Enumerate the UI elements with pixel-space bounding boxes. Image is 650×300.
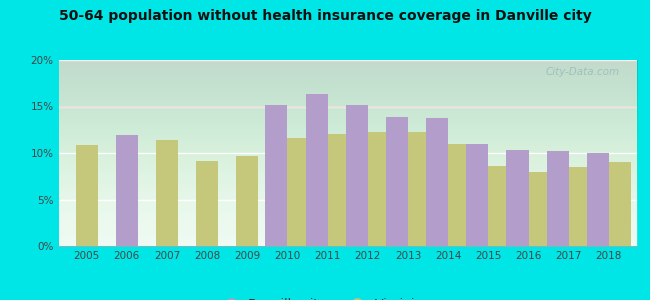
Bar (196, 161, 218, 246)
Bar (408, 132, 430, 246)
Text: 50-64 population without health insurance coverage in Danville city: 50-64 population without health insuranc… (58, 9, 592, 23)
Bar (156, 140, 178, 246)
Bar (75, 145, 98, 246)
Bar (265, 105, 287, 246)
Bar (328, 134, 350, 246)
Bar (569, 167, 591, 246)
Bar (488, 166, 510, 246)
Text: City-Data.com: City-Data.com (545, 68, 619, 77)
Bar (306, 94, 328, 246)
Bar (609, 162, 631, 246)
Bar (236, 156, 258, 246)
Bar (287, 138, 309, 246)
Bar (547, 151, 569, 246)
Bar (448, 144, 471, 246)
Bar (386, 117, 408, 246)
Bar (346, 105, 368, 246)
Bar (426, 118, 448, 246)
Bar (116, 135, 138, 246)
Bar (528, 172, 551, 246)
Bar (587, 153, 609, 246)
Bar (506, 150, 528, 246)
Bar (368, 132, 390, 246)
Bar (466, 144, 488, 246)
Legend: Danville city, Virginia average: Danville city, Virginia average (213, 293, 482, 300)
